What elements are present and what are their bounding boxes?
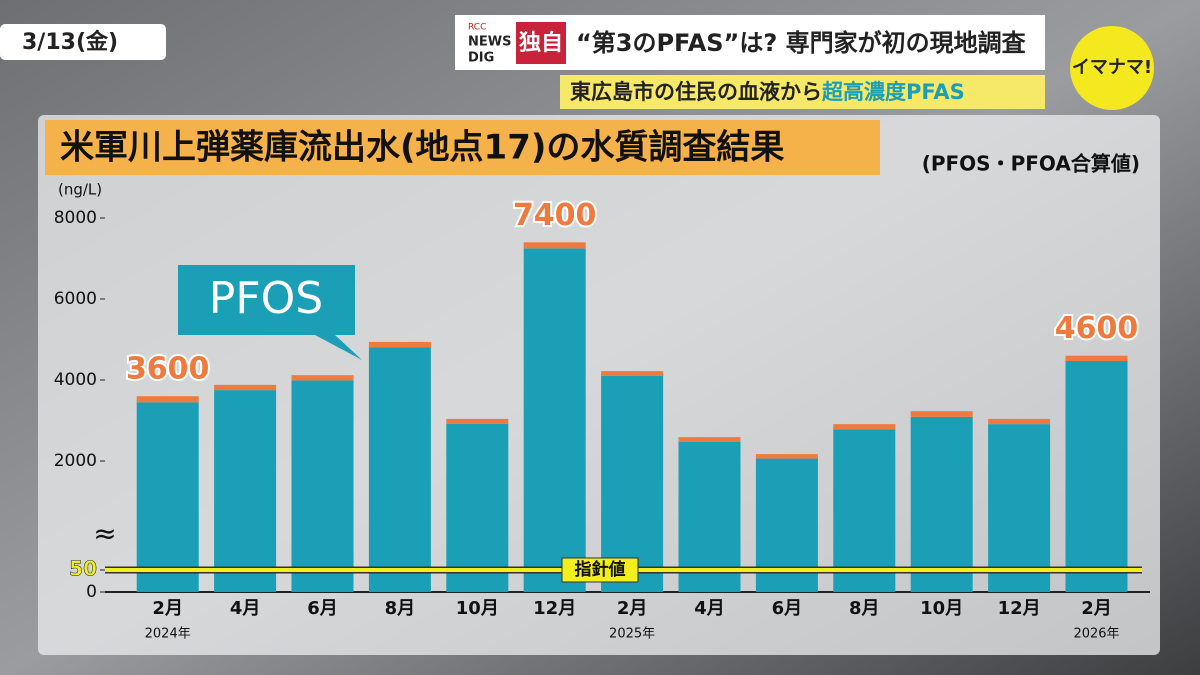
legend-label: PFOS [209, 273, 323, 324]
y-axis-label: (ng/L) [58, 181, 102, 199]
year-label: 2024年 [145, 627, 191, 642]
x-tick-label: 4月 [230, 598, 261, 619]
chart-title: 米軍川上弾薬庫流出水(地点17)の水質調査結果 [60, 128, 784, 168]
bar [291, 380, 354, 592]
bar [523, 242, 586, 249]
tag-box [516, 22, 566, 64]
bar [136, 402, 199, 592]
bar [214, 390, 277, 592]
bar [446, 418, 509, 424]
program-logo [1070, 26, 1154, 110]
x-tick-label: 2月 [152, 598, 183, 619]
bar [446, 423, 509, 592]
year-label: 2025年 [609, 627, 655, 642]
legend-callout [178, 265, 362, 360]
x-tick-label: 6月 [307, 598, 338, 619]
bar [291, 375, 354, 381]
title-box [45, 120, 880, 175]
x-tick-label: 10月 [456, 598, 499, 619]
bar [988, 418, 1051, 425]
bar [601, 371, 664, 376]
y-tick-label: 4000 [54, 370, 97, 390]
bar [1065, 360, 1128, 592]
date: 3/13(金) [22, 29, 118, 55]
bar [601, 375, 664, 592]
logo: RCC [468, 23, 486, 33]
bar [755, 454, 818, 459]
total-label: 3600 [126, 352, 210, 387]
bar [910, 416, 973, 592]
x-tick-label: 2月 [617, 598, 648, 619]
bar [910, 411, 973, 417]
chart-subtitle: (PFOS・PFOA合算値) [922, 152, 1140, 176]
total-label: 4600 [1055, 311, 1139, 346]
tag: 独自 [519, 30, 563, 56]
y-tick-label: 8000 [54, 208, 97, 228]
guideline-label-box [561, 557, 639, 583]
bar [678, 437, 741, 442]
bar [988, 424, 1051, 592]
x-tick-label: 8月 [849, 598, 880, 619]
x-tick-label: 2月 [1081, 598, 1112, 619]
bar [833, 424, 896, 430]
bar [833, 429, 896, 592]
x-tick-label: 8月 [385, 598, 416, 619]
bar [214, 384, 277, 391]
x-tick-label: 12月 [533, 598, 576, 619]
subheadline-part: 東広島市の住民の血液から [570, 80, 822, 104]
bar [1065, 355, 1128, 361]
year-label: 2026年 [1073, 627, 1119, 642]
x-tick-label: 4月 [694, 598, 725, 619]
guideline-label: 指針値 [575, 559, 626, 580]
y-tick-label: 50 [69, 557, 97, 581]
y-tick-label: 0 [86, 582, 97, 602]
axis-break: ≈ [93, 517, 116, 550]
x-tick-label: 12月 [998, 598, 1041, 619]
bar [368, 347, 431, 592]
logo: DIG [468, 51, 494, 66]
subheadline-box [560, 75, 1045, 109]
bar [368, 341, 431, 348]
subheadline: 東広島市の住民の血液から超高濃度PFAS [570, 80, 965, 104]
date-box [0, 24, 166, 60]
x-tick-label: 10月 [920, 598, 963, 619]
bar [136, 396, 199, 403]
logo: NEWS [468, 35, 511, 50]
headline: “第3のPFAS”は? 専門家が初の現地調査 [576, 29, 1026, 57]
y-tick-label: 6000 [54, 289, 97, 309]
subheadline-highlight: 超高濃度PFAS [822, 80, 965, 104]
bar [523, 248, 586, 592]
program: イマナマ! [1072, 57, 1152, 78]
y-tick-label: 2000 [54, 451, 97, 471]
x-tick-label: 6月 [772, 598, 803, 619]
total-label: 7400 [513, 198, 597, 233]
